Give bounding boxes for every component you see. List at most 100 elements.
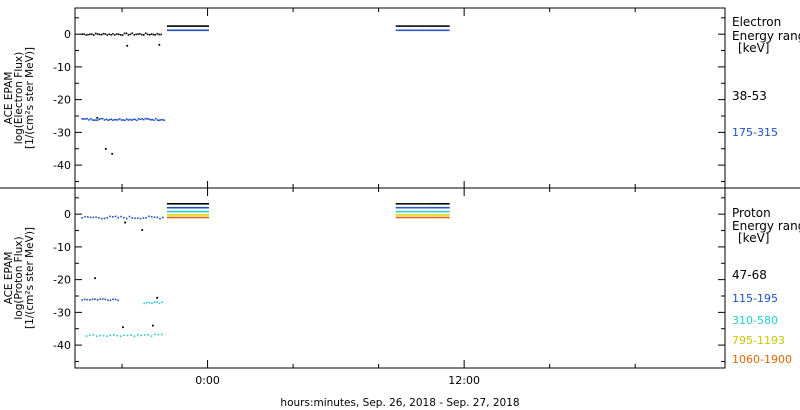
data-point — [114, 298, 117, 301]
proton-legend-title-3: [keV] — [738, 231, 769, 245]
data-point — [427, 214, 429, 216]
data-point — [433, 206, 435, 209]
data-point — [427, 206, 429, 209]
data-point — [190, 29, 193, 32]
data-point — [104, 298, 107, 301]
data-point — [158, 119, 160, 121]
data-point — [150, 33, 153, 35]
proton-legend-item-47-68: 47-68 — [732, 268, 767, 282]
data-point — [169, 210, 172, 213]
data-point — [398, 25, 401, 27]
data-point — [187, 206, 190, 209]
data-point — [161, 301, 163, 303]
data-point — [418, 203, 420, 205]
data-point — [94, 277, 96, 280]
data-point — [99, 334, 101, 337]
data-point — [409, 216, 411, 219]
data-point — [433, 216, 435, 219]
data-point — [198, 203, 200, 205]
data-point — [446, 216, 449, 219]
data-point — [442, 29, 444, 32]
data-point — [433, 25, 435, 27]
data-point — [422, 203, 425, 205]
data-point — [172, 25, 175, 27]
data-point — [106, 34, 108, 36]
data-point — [400, 203, 402, 205]
data-point — [397, 210, 399, 213]
data-point — [132, 118, 135, 121]
data-point — [177, 29, 179, 32]
e-ytick-label: -20 — [53, 94, 71, 107]
data-point — [415, 29, 417, 32]
data-point — [171, 25, 173, 27]
data-point — [409, 210, 411, 213]
data-point — [190, 206, 193, 209]
data-point — [407, 203, 410, 205]
data-point — [168, 25, 170, 27]
x-tick-label: 0:00 — [195, 374, 220, 387]
data-point — [418, 216, 420, 219]
data-point — [160, 119, 162, 121]
data-point — [183, 25, 185, 27]
data-point — [434, 203, 437, 205]
data-point — [161, 118, 164, 121]
data-point — [436, 29, 438, 32]
data-point — [84, 118, 87, 120]
data-point — [126, 44, 129, 47]
data-point — [89, 299, 91, 301]
data-point — [434, 25, 437, 27]
data-point — [422, 206, 425, 209]
data-point — [192, 206, 194, 209]
e-ytick-label: -40 — [53, 159, 71, 172]
data-point — [171, 214, 173, 216]
data-point — [403, 25, 405, 27]
data-point — [204, 203, 206, 205]
data-point — [129, 118, 131, 121]
data-point — [135, 33, 137, 36]
data-point — [175, 203, 178, 205]
data-point — [427, 203, 429, 205]
data-point — [207, 214, 209, 216]
data-point — [400, 29, 402, 32]
data-point — [177, 210, 179, 213]
data-point — [83, 118, 85, 120]
data-point — [406, 25, 408, 27]
data-point — [195, 25, 197, 27]
data-point — [178, 214, 181, 216]
proton-legend-item-1060-1900: 1060-1900 — [732, 353, 792, 366]
data-point — [92, 334, 95, 336]
data-point — [124, 221, 126, 224]
data-point — [174, 25, 176, 27]
data-point — [162, 216, 164, 219]
data-point — [193, 216, 196, 219]
data-point — [166, 216, 169, 219]
data-point — [117, 216, 120, 219]
data-point — [189, 216, 191, 219]
data-point — [107, 119, 109, 121]
data-point — [189, 206, 191, 209]
e-ytick-label: -30 — [53, 126, 71, 139]
data-point — [443, 216, 446, 219]
data-point — [168, 216, 170, 219]
data-point — [116, 33, 118, 35]
data-point — [104, 33, 107, 35]
data-point — [105, 118, 107, 121]
data-point — [437, 210, 440, 213]
data-point — [425, 206, 428, 209]
proton-ylabel-line2: log(Proton Flux) — [13, 236, 25, 319]
data-point — [409, 214, 411, 216]
data-point — [127, 119, 130, 121]
data-point — [445, 203, 447, 205]
data-point — [407, 29, 410, 32]
data-point — [94, 298, 96, 300]
data-point — [186, 206, 188, 209]
data-point — [107, 299, 109, 301]
data-point — [428, 214, 431, 216]
data-point — [89, 334, 91, 337]
data-point — [193, 25, 196, 27]
data-point — [174, 214, 176, 216]
data-point — [122, 119, 125, 121]
data-point — [418, 206, 420, 209]
data-point — [436, 206, 438, 209]
proton-legend-title-2: Energy ranges — [732, 219, 800, 233]
